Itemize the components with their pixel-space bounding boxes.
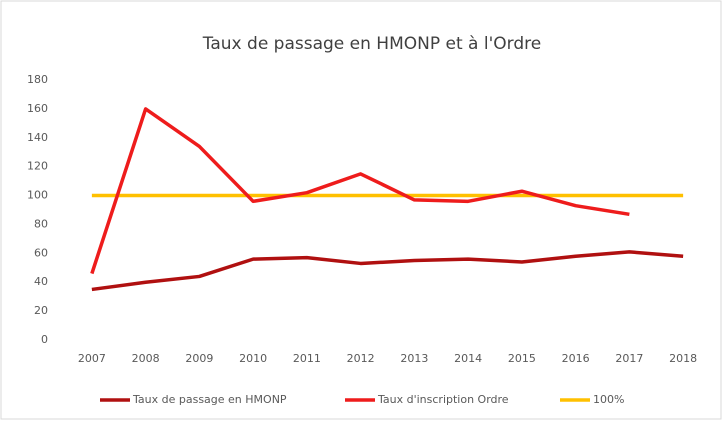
y-tick-label: 160: [27, 102, 48, 115]
y-tick-label: 100: [27, 189, 48, 202]
legend-label: Taux d'inscription Ordre: [377, 393, 509, 406]
x-tick-label: 2012: [347, 352, 375, 365]
x-tick-label: 2008: [132, 352, 160, 365]
y-tick-label: 60: [34, 246, 48, 259]
series-line: [90, 107, 630, 275]
x-tick-label: 2007: [78, 352, 106, 365]
x-tick-label: 2018: [669, 352, 697, 365]
legend-label: 100%: [593, 393, 624, 406]
x-tick-label: 2011: [293, 352, 321, 365]
y-tick-label: 120: [27, 160, 48, 173]
y-tick-label: 180: [27, 73, 48, 86]
series-line: [91, 250, 684, 292]
x-tick-label: 2017: [615, 352, 643, 365]
x-tick-label: 2009: [185, 352, 213, 365]
x-tick-label: 2013: [400, 352, 428, 365]
chart-title: Taux de passage en HMONP et à l'Ordre: [202, 34, 541, 54]
x-tick-label: 2010: [239, 352, 267, 365]
x-tick-label: 2014: [454, 352, 482, 365]
y-tick-label: 80: [34, 217, 48, 230]
y-tick-label: 20: [34, 304, 48, 317]
y-tick-label: 0: [41, 333, 48, 346]
legend-label: Taux de passage en HMONP: [132, 393, 287, 406]
x-tick-label: 2016: [562, 352, 590, 365]
y-tick-label: 140: [27, 131, 48, 144]
y-tick-label: 40: [34, 275, 48, 288]
x-tick-label: 2015: [508, 352, 536, 365]
